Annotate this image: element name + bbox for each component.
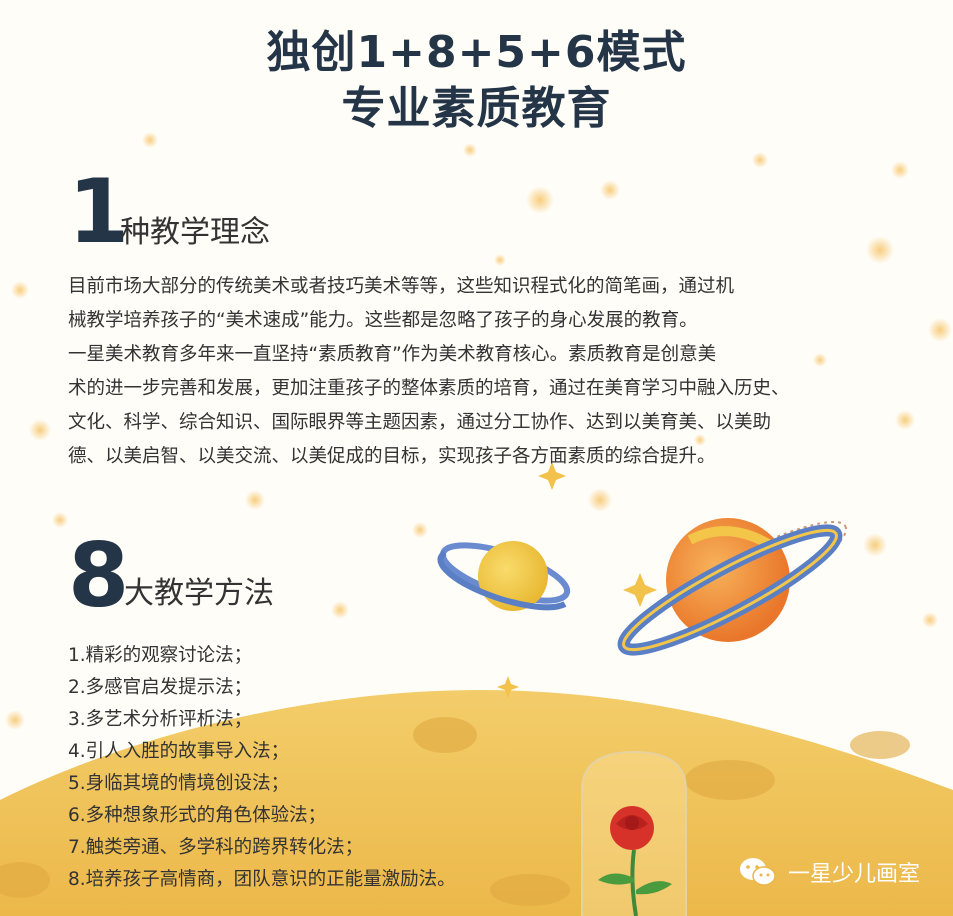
yellow-planet <box>437 541 571 611</box>
section1-paragraph: 目前市场大部分的传统美术或者技巧美术等等，这些知识程式化的简笔画，通过机 械教学… <box>68 270 868 474</box>
section2-number: 8 <box>68 524 130 627</box>
planet-surface <box>0 690 953 916</box>
rose-dome <box>581 750 687 916</box>
paragraph-line: 文化、科学、综合知识、国际眼界等主题因素，通过分工协作、达到以美育美、以美助 <box>68 412 772 433</box>
list-item: 8.培养孩子高情商，团队意识的正能量激励法。 <box>68 869 456 890</box>
page-title-line1: 独创1+8+5+6模式 <box>266 27 687 78</box>
star-icons <box>497 462 657 698</box>
methods-list: 1.精彩的观察讨论法； 2.多感官启发提示法； 3.多艺术分析评析法； 4.引人… <box>68 640 456 896</box>
section1-number: 1 <box>68 160 130 263</box>
section1-heading: 种教学理念 <box>120 215 270 250</box>
paragraph-line: 一星美术教育多年来一直坚持“素质教育”作为美术教育核心。素质教育是创意美 <box>68 344 717 365</box>
list-item: 4.引人入胜的故事导入法； <box>68 741 290 762</box>
list-item: 2.多感官启发提示法； <box>68 677 253 698</box>
list-item: 5.身临其境的情境创设法； <box>68 773 290 794</box>
craters <box>0 717 910 906</box>
list-item: 1.精彩的观察讨论法； <box>68 645 253 666</box>
orange-planet <box>617 518 848 656</box>
wechat-icon <box>740 858 776 886</box>
paragraph-line: 德、以美启智、以美交流、以美促成的目标，实现孩子各方面素质的综合提升。 <box>68 446 716 467</box>
paragraph-line: 目前市场大部分的传统美术或者技巧美术等等，这些知识程式化的简笔画，通过机 <box>68 276 735 297</box>
list-item: 3.多艺术分析评析法； <box>68 709 253 730</box>
paragraph-line: 术的进一步完善和发展，更加注重孩子的整体素质的培育，通过在美育学习中融入历史、 <box>68 378 790 399</box>
brand-watermark: 一星少儿画室 <box>738 856 920 888</box>
list-item: 6.多种想象形式的角色体验法； <box>68 805 327 826</box>
list-item: 7.触类旁通、多学科的跨界转化法； <box>68 837 364 858</box>
brand-name: 一星少儿画室 <box>788 862 921 887</box>
page-title-line2: 专业素质教育 <box>341 83 612 134</box>
paragraph-line: 械教学培养孩子的“美术速成”能力。这些都是忽略了孩子的身心发展的教育。 <box>68 310 698 331</box>
section2-heading: 大教学方法 <box>124 576 274 611</box>
sparkle-dots <box>5 132 952 730</box>
